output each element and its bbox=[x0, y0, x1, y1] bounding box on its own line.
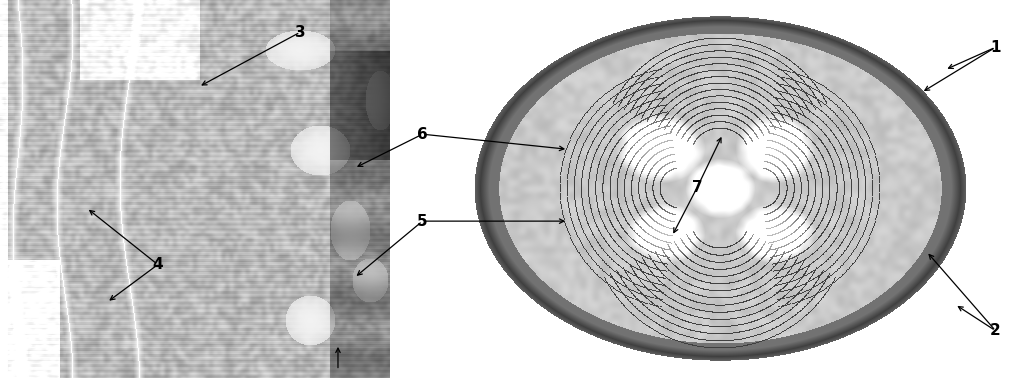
Text: 1: 1 bbox=[991, 40, 1001, 55]
Text: 2: 2 bbox=[991, 323, 1001, 338]
Text: 6: 6 bbox=[417, 127, 428, 142]
Text: 7: 7 bbox=[692, 180, 702, 195]
Text: 4: 4 bbox=[153, 257, 163, 272]
Text: 5: 5 bbox=[417, 214, 428, 229]
Text: 3: 3 bbox=[295, 25, 305, 40]
